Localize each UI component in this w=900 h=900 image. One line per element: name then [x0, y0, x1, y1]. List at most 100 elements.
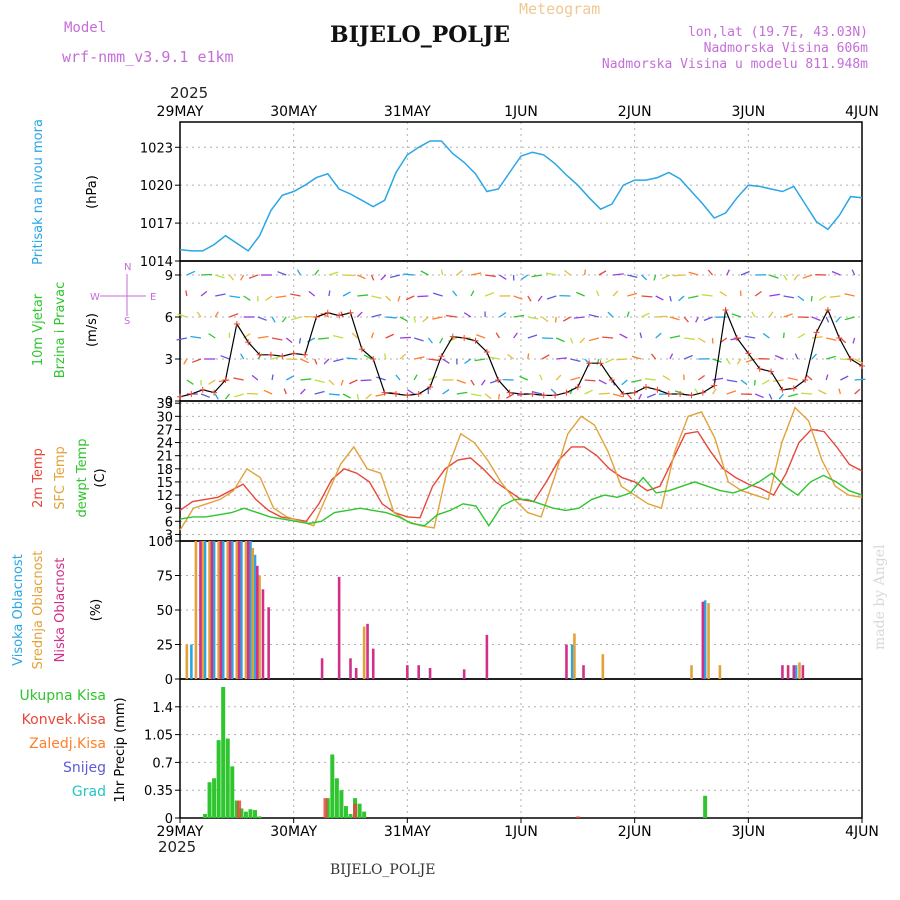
- wind-speed-marker: [665, 391, 672, 397]
- wind-arrow: [584, 269, 587, 276]
- wind-arrow: [314, 269, 320, 276]
- wind-arrow: [399, 353, 407, 360]
- wind-arrow: [576, 291, 585, 297]
- high-cloud-bar: [212, 541, 216, 679]
- wind-arrow: [277, 271, 287, 276]
- wind-arrow: [224, 393, 230, 400]
- wind-arrow: [290, 316, 301, 321]
- wind-arrow: [745, 358, 756, 363]
- precip-axis-title: 1hr Precip (mm): [113, 697, 128, 802]
- wind-arrow: [818, 295, 827, 301]
- wind-arrow: [357, 274, 366, 280]
- wind-arrow: [851, 269, 856, 276]
- y-tick-label: 6: [165, 515, 173, 530]
- low-cloud-bar: [219, 541, 223, 679]
- wind-speed-marker: [347, 309, 354, 316]
- y-tick-label: 3: [165, 528, 173, 543]
- low-cloud-bar: [462, 669, 466, 679]
- wind-speed-marker: [518, 391, 524, 397]
- wind-arrow: [520, 274, 529, 280]
- wind-arrow: [683, 354, 693, 360]
- wind-speed-marker: [233, 321, 240, 327]
- x-tick-label-top: 30MAY: [270, 104, 317, 120]
- wind-arrow: [541, 316, 549, 323]
- wind-speed-marker: [472, 337, 479, 344]
- wind-speed-marker: [677, 391, 684, 397]
- convective-precip-bar: [353, 803, 358, 818]
- wind-arrow: [811, 336, 823, 339]
- wind-arrow: [285, 337, 293, 344]
- wind-speed-marker: [438, 353, 445, 360]
- wind-arrow: [228, 274, 234, 281]
- wind-arrow: [641, 274, 648, 281]
- wind-arrow: [470, 393, 482, 397]
- wind-arrow: [351, 332, 358, 339]
- x-tick-label-bottom: 2JUN: [618, 824, 652, 840]
- wind-arrow: [854, 388, 861, 395]
- total-precip-bar: [207, 782, 212, 818]
- wind-arrow: [440, 269, 444, 276]
- wind-speed-marker: [824, 307, 831, 313]
- wind-arrow: [214, 311, 219, 318]
- total-precip-bar: [248, 809, 253, 818]
- y-tick-label: 1.05: [144, 729, 173, 744]
- wind-arrow: [271, 374, 274, 381]
- wind-arrow: [539, 374, 543, 381]
- altitude-text: Nadmorska Visina 606m: [703, 41, 868, 56]
- wind-arrow: [385, 316, 397, 319]
- wind-speed-marker: [427, 384, 434, 390]
- panel-frame: [179, 121, 863, 262]
- wind-arrow: [683, 316, 689, 323]
- wind-arrow: [825, 316, 830, 323]
- wind-arrow: [655, 295, 664, 301]
- mid-cloud-bar: [707, 603, 710, 679]
- wind-arrow: [383, 353, 387, 360]
- compass-south: S: [124, 316, 130, 327]
- wind-arrow: [497, 393, 501, 400]
- wind-arrow: [641, 295, 653, 298]
- total-precip-bar: [348, 814, 353, 818]
- wind-speed-marker: [688, 392, 695, 399]
- y-tick-label: 15: [156, 476, 173, 491]
- legend-total-precip: Ukupna Kisa: [19, 688, 106, 704]
- wind-arrow: [470, 379, 475, 386]
- wind-arrow: [328, 290, 331, 297]
- wind-arrow: [720, 337, 728, 344]
- wind-arrow: [365, 393, 372, 400]
- x-tick-label-top: 2JUN: [618, 104, 652, 120]
- wind-arrow: [380, 274, 387, 281]
- wind-arrow: [782, 332, 785, 339]
- wind-arrow: [527, 334, 538, 339]
- y-tick-label: 1023: [140, 141, 173, 156]
- wind-arrow: [370, 274, 375, 281]
- wind-arrow: [826, 355, 836, 360]
- wind-arrow: [653, 274, 657, 281]
- wind-speed-marker: [199, 386, 206, 393]
- lonlat-text: lon,lat (19.7E, 43.03N): [687, 25, 868, 40]
- wind-arrow: [818, 389, 827, 395]
- high-cloud-bar: [230, 541, 234, 679]
- meteogram-label: Meteogram: [519, 0, 601, 18]
- wind-arrow: [627, 292, 638, 297]
- wind-arrow: [333, 334, 344, 339]
- x-tick-label-bottom: 29MAY: [157, 824, 204, 840]
- wind-arrow: [762, 332, 770, 339]
- x-tick-label-bottom: 1JUN: [504, 824, 538, 840]
- wind-arrow: [772, 379, 784, 382]
- wind-arrow: [646, 393, 656, 399]
- wind-arrow: [783, 295, 795, 299]
- wind-arrow: [793, 274, 799, 281]
- wind-arrow: [564, 269, 571, 276]
- convective-precip-bar: [237, 800, 242, 818]
- wind-arrow: [176, 337, 187, 341]
- wind-arrow: [456, 269, 463, 276]
- wind-arrow: [588, 337, 600, 342]
- wind-arrow: [619, 333, 628, 339]
- panel-frame: [179, 678, 863, 819]
- low-cloud-bar: [337, 576, 341, 679]
- wind-arrow: [422, 316, 429, 323]
- wind-arrow: [744, 335, 756, 339]
- wind-speed-marker: [631, 389, 638, 396]
- wind-arrow: [183, 358, 188, 365]
- wind-speed-marker: [768, 368, 775, 375]
